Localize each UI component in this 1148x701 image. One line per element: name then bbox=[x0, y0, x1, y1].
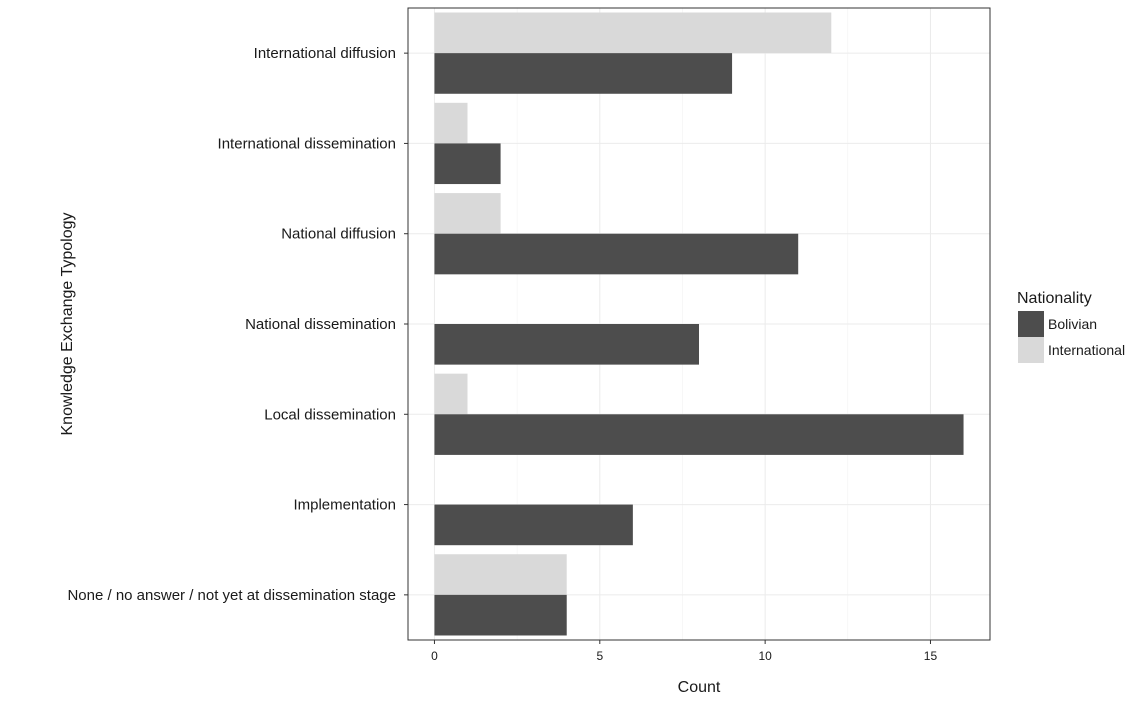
y-tick-label: National dissemination bbox=[245, 316, 396, 333]
y-tick-label: International dissemination bbox=[218, 135, 396, 152]
bar-international bbox=[434, 554, 567, 595]
y-axis-title: Knowledge Exchange Typology bbox=[59, 213, 76, 436]
legend-title: Nationality bbox=[1017, 290, 1092, 307]
legend-label: International bbox=[1048, 342, 1125, 358]
x-tick-label: 15 bbox=[924, 649, 938, 663]
bar-bolivian bbox=[434, 324, 699, 365]
bar-bolivian bbox=[434, 53, 733, 94]
legend-swatch-bolivian bbox=[1018, 311, 1044, 337]
y-tick-label: Implementation bbox=[293, 497, 396, 514]
legend-label: Bolivian bbox=[1048, 316, 1097, 332]
legend-swatch-international bbox=[1018, 337, 1044, 363]
x-axis: 0 5 10 15 bbox=[431, 640, 937, 663]
legend: Nationality Bolivian International bbox=[1017, 290, 1125, 363]
bar-bolivian bbox=[434, 143, 501, 185]
y-tick-label: None / no answer / not yet at disseminat… bbox=[67, 587, 396, 604]
x-tick-label: 5 bbox=[596, 649, 603, 663]
y-tick-label: Local dissemination bbox=[264, 406, 396, 423]
bar-international bbox=[434, 193, 501, 234]
bar-international bbox=[434, 373, 468, 415]
bar-bolivian bbox=[434, 233, 799, 275]
bars bbox=[434, 12, 964, 636]
bar-international bbox=[434, 12, 832, 54]
y-tick-label: National diffusion bbox=[281, 226, 396, 243]
bar-bolivian bbox=[434, 594, 567, 636]
x-tick-label: 0 bbox=[431, 649, 438, 663]
x-tick-label: 10 bbox=[758, 649, 772, 663]
y-tick-label: International diffusion bbox=[254, 45, 396, 62]
bar-bolivian bbox=[434, 414, 964, 455]
bar-international bbox=[434, 102, 468, 144]
bar-bolivian bbox=[434, 504, 633, 546]
x-axis-title: Count bbox=[678, 679, 721, 696]
y-axis: International diffusion International dis… bbox=[67, 45, 408, 604]
